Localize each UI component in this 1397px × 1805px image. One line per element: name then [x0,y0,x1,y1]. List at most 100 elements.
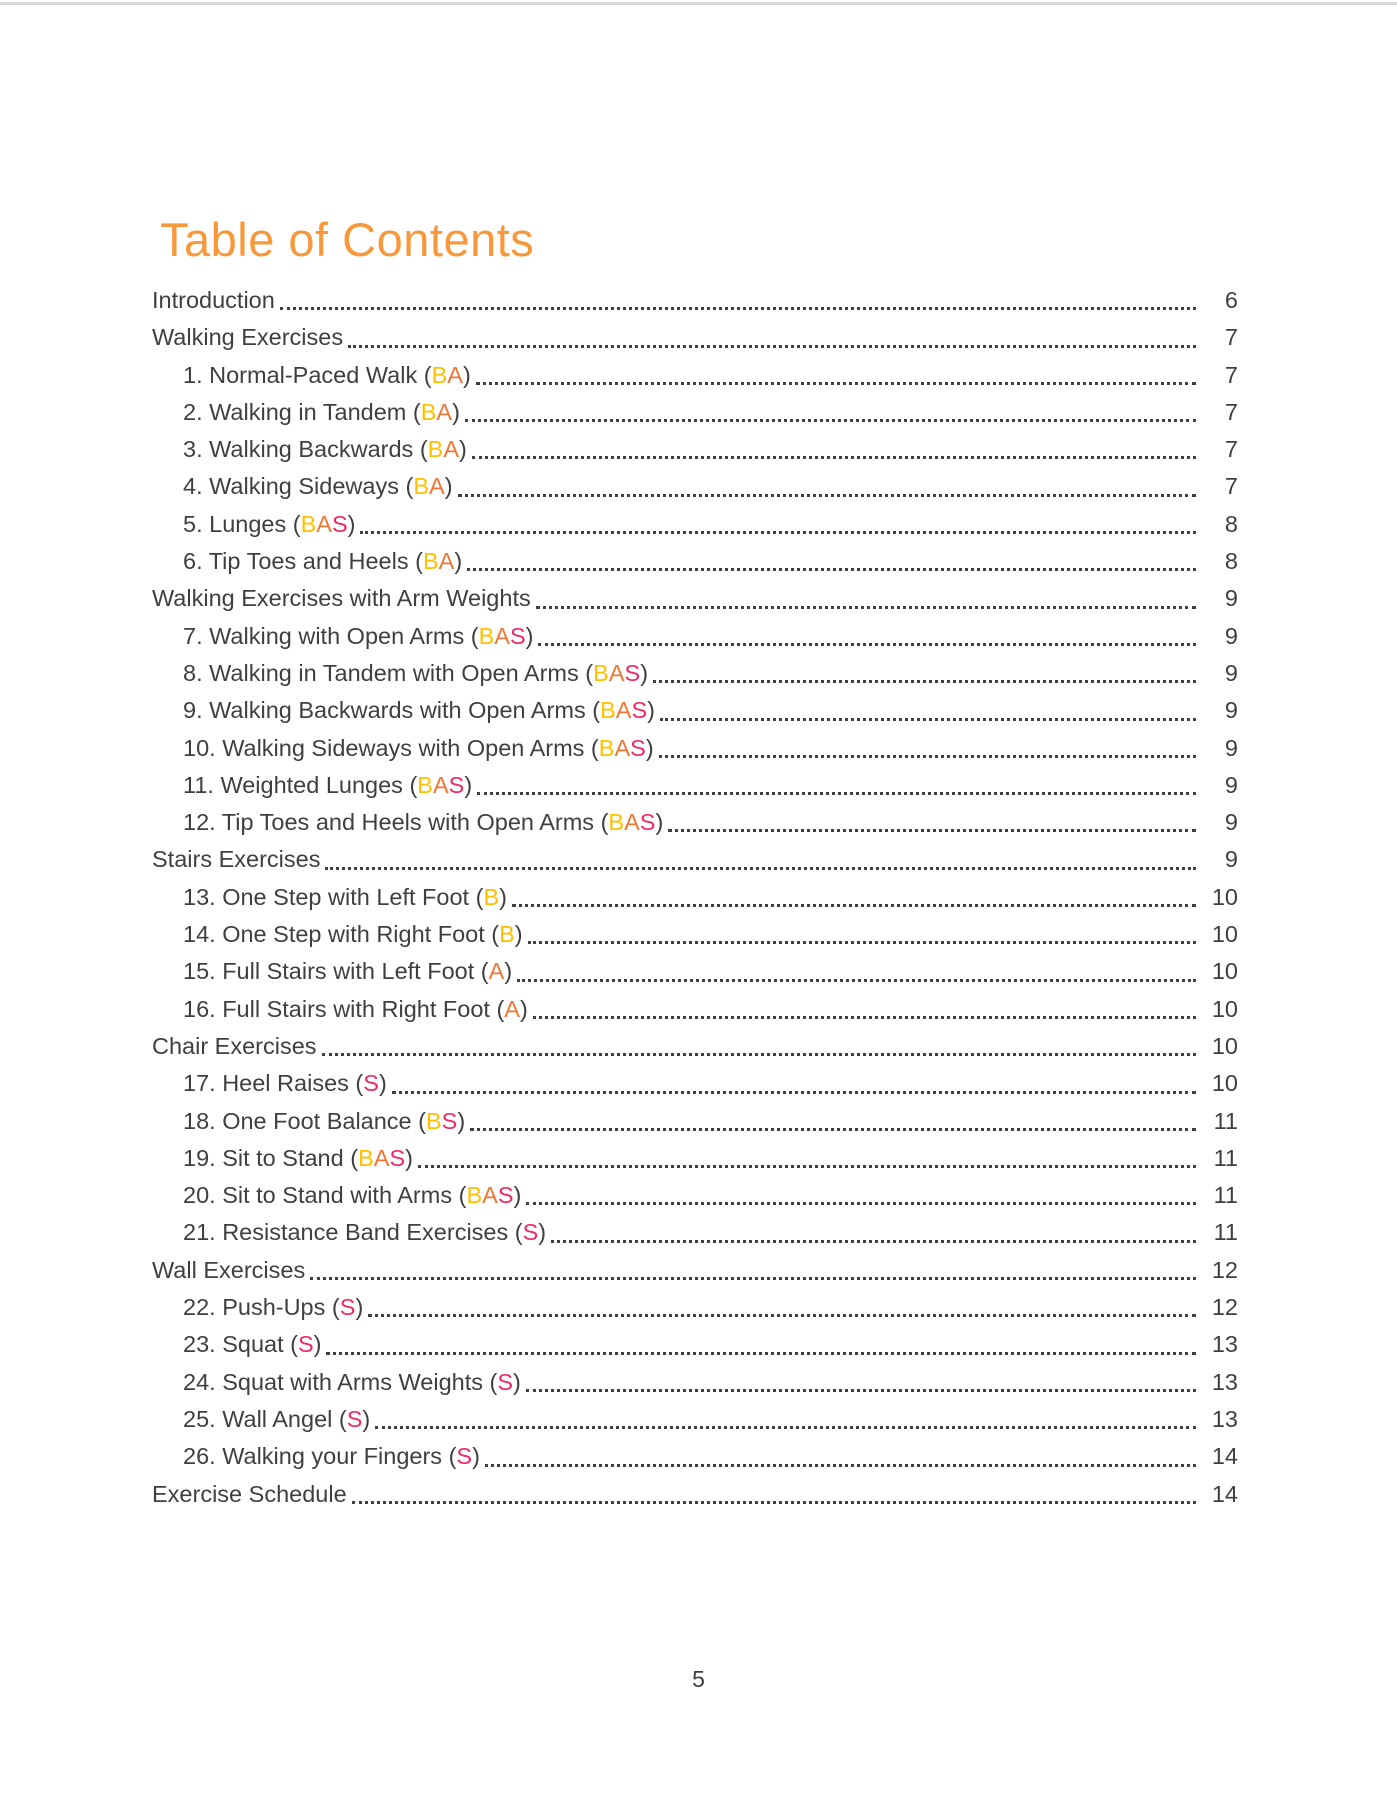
toc-entry-dot-leader [535,605,1196,609]
toc-entry-dot-leader [527,941,1196,945]
toc-entry[interactable]: 24. Squat with Arms Weights (S) 13 [152,1364,1238,1401]
toc-entry[interactable]: 4. Walking Sideways (BA) 7 [152,468,1238,505]
toc-entry-label: 7. Walking with Open Arms (BAS) [183,622,534,649]
toc-entry-dot-leader [653,680,1196,684]
toc-entry-page-number: 7 [1224,436,1238,463]
toc-entry[interactable]: Wall Exercises 12 [152,1252,1238,1289]
toc-entry-page-number: 14 [1211,1443,1238,1470]
toc-entry-dot-leader [467,568,1196,572]
toc-entry[interactable]: 14. One Step with Right Foot (B) 10 [152,916,1238,953]
toc-entry[interactable]: 15. Full Stairs with Left Foot (A) 10 [152,953,1238,990]
toc-entry-page-number: 9 [1224,622,1238,649]
toc-entry-dot-leader [477,792,1196,796]
toc-entry[interactable]: 13. One Step with Left Foot (B) 10 [152,879,1238,916]
toc-entry[interactable]: 26. Walking your Fingers (S) 14 [152,1438,1238,1475]
toc-entry-dot-leader [526,1202,1196,1206]
toc-entry-tag-A: A [447,361,463,388]
toc-entry-dot-leader [538,642,1196,646]
toc-entry[interactable]: Exercise Schedule 14 [152,1476,1238,1513]
toc-entry-dot-leader [368,1314,1196,1318]
toc-entry-label: Introduction [152,287,275,313]
toc-entry-dot-leader [517,978,1196,982]
toc-entry-dot-leader [659,717,1196,721]
toc-entry[interactable]: 1. Normal-Paced Walk (BA) 7 [152,357,1238,394]
toc-entry[interactable]: 7. Walking with Open Arms (BAS) 9 [152,618,1238,655]
toc-entry-page-number: 9 [1224,846,1238,873]
toc-entry-dot-leader [310,1277,1196,1281]
toc-entry[interactable]: 22. Push-Ups (S) 12 [152,1289,1238,1326]
toc-entry-tag-B: B [417,771,433,798]
toc-entry[interactable]: 11. Weighted Lunges (BAS) 9 [152,767,1238,804]
toc-entry-tag-A: A [429,473,445,500]
toc-entry[interactable]: 6. Tip Toes and Heels (BA) 8 [152,543,1238,580]
footer-page-number: 5 [692,1666,705,1692]
toc-entry-label: 9. Walking Backwards with Open Arms (BAS… [183,697,655,724]
toc-entry-tag-A: A [316,510,332,537]
toc-entry-tag-S: S [522,1219,539,1246]
toc-entry-tag-B: B [593,659,609,686]
toc-entry-page-number: 13 [1211,1368,1238,1395]
toc-entry-page-number: 10 [1211,1070,1238,1097]
toc-entry[interactable]: 9. Walking Backwards with Open Arms (BAS… [152,692,1238,729]
toc-entry[interactable]: 5. Lunges (BAS) 8 [152,506,1238,543]
toc-entry-page-number: 10 [1211,883,1238,910]
toc-entry-page-number: 7 [1224,324,1238,351]
toc-entry[interactable]: 12. Tip Toes and Heels with Open Arms (B… [152,804,1238,841]
toc-entry[interactable]: Chair Exercises 10 [152,1028,1238,1065]
toc-entry[interactable]: 18. One Foot Balance (BS) 11 [152,1103,1238,1140]
toc-entry-tag-S: S [363,1070,379,1097]
toc-entry[interactable]: 23. Squat (S) 13 [152,1326,1238,1363]
toc-entry[interactable]: 2. Walking in Tandem (BA) 7 [152,394,1238,431]
toc-entry-tag-A: A [494,622,510,649]
toc-entry-tag-B: B [466,1182,483,1209]
toc-entry[interactable]: 25. Wall Angel (S) 13 [152,1401,1238,1438]
toc-entry-tag-S: S [346,1405,363,1432]
toc-entry-label: Wall Exercises [152,1256,306,1283]
toc-entry[interactable]: 17. Heel Raises (S) 10 [152,1065,1238,1102]
toc-entry[interactable]: 21. Resistance Band Exercises (S) 11 [152,1214,1238,1251]
toc-entry-dot-leader [325,866,1196,870]
toc-entry-page-number: 8 [1224,510,1238,537]
toc-title: Table of Contents [160,213,535,266]
toc-entry-label: Stairs Exercises [152,846,321,873]
toc-entry-label: 16. Full Stairs with Right Foot (A) [183,995,528,1022]
toc-entry-dot-leader [321,1053,1196,1057]
toc-entry[interactable]: Stairs Exercises 9 [152,841,1238,878]
toc-entry[interactable]: 16. Full Stairs with Right Foot (A) 10 [152,991,1238,1028]
toc-entry-label: Walking Exercises with Arm Weights [152,585,531,612]
toc-entry-page-number: 11 [1213,1219,1238,1246]
toc-entry[interactable]: 3. Walking Backwards (BA) 7 [152,431,1238,468]
toc-entry-page-number: 13 [1211,1405,1238,1432]
toc-entry-page-number: 8 [1224,548,1238,575]
toc-entry[interactable]: Introduction 6 [152,282,1238,319]
toc-entry-page-number: 6 [1224,287,1238,313]
toc-entry[interactable]: 19. Sit to Stand (BAS) 11 [152,1140,1238,1177]
toc-entry-page-number: 7 [1224,398,1238,425]
toc-entry-tag-B: B [608,809,625,836]
toc-entry-page-number: 13 [1211,1331,1238,1358]
toc-entry[interactable]: 20. Sit to Stand with Arms (BAS) 11 [152,1177,1238,1214]
toc-entry-dot-leader [348,344,1196,348]
toc-entry-label: 6. Tip Toes and Heels (BA) [183,548,463,575]
toc-entry-dot-leader [464,419,1196,423]
toc-entry[interactable]: Walking Exercises with Arm Weights 9 [152,580,1238,617]
toc-entry-label: 5. Lunges (BAS) [183,510,356,537]
toc-entry[interactable]: 10. Walking Sideways with Open Arms (BAS… [152,730,1238,767]
toc-entry-tag-B: B [413,473,429,500]
toc-entry-tag-B: B [420,398,437,425]
toc-entry[interactable]: Walking Exercises 7 [152,319,1238,356]
toc-entry-page-number: 10 [1211,995,1238,1022]
toc-entry-dot-leader [470,1127,1196,1131]
toc-entry-dot-leader [668,829,1196,833]
toc-entry-label: 3. Walking Backwards (BA) [183,436,467,463]
toc-entry-label: 11. Weighted Lunges (BAS) [183,771,473,798]
toc-entry-dot-leader [658,754,1196,758]
toc-entry-tag-S: S [497,1368,514,1395]
toc-entry-page-number: 12 [1211,1294,1238,1321]
toc-entry-label: 14. One Step with Right Foot (B) [183,921,523,948]
toc-entry-tag-A: A [488,958,505,985]
toc-entry[interactable]: 8. Walking in Tandem with Open Arms (BAS… [152,655,1238,692]
toc-entry-page-number: 9 [1224,585,1238,612]
toc-entry-label: 20. Sit to Stand with Arms (BAS) [183,1182,522,1209]
toc-entry-label: 25. Wall Angel (S) [183,1405,371,1432]
